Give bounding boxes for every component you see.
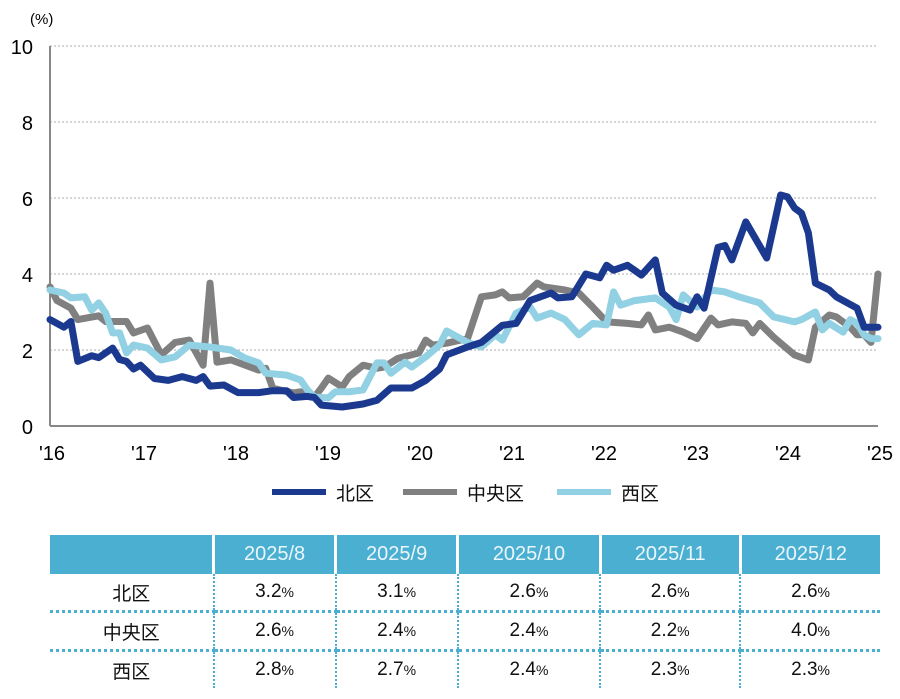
table-cell: 2.8% xyxy=(212,650,336,688)
cell-unit: % xyxy=(677,584,690,600)
series-line-0 xyxy=(46,191,882,411)
cell-value: 3.1 xyxy=(377,581,404,602)
table-header xyxy=(50,535,214,574)
x-tick-label: '16 xyxy=(39,443,65,465)
cell-unit: % xyxy=(817,584,830,600)
table-cell: 2.3% xyxy=(599,650,741,688)
row-label: 西区 xyxy=(112,661,151,683)
cell-unit: % xyxy=(281,662,294,678)
cell-unit: % xyxy=(281,623,294,639)
cell-value: 2.6 xyxy=(650,581,678,602)
cell-unit: % xyxy=(535,584,549,600)
table-header: 2025/11 xyxy=(598,535,741,574)
row-label: 北区 xyxy=(50,574,214,613)
cell-unit: % xyxy=(817,662,830,678)
cell-unit: % xyxy=(281,584,294,600)
x-tick-label: '23 xyxy=(683,443,709,465)
x-tick-label: '24 xyxy=(775,443,801,465)
cell-unit: % xyxy=(403,662,417,678)
table-cell: 2.4% xyxy=(334,611,458,652)
y-tick-label: 0 xyxy=(22,417,33,439)
cell-value: 2.6 xyxy=(791,581,818,602)
x-tick-label: '17 xyxy=(131,443,157,465)
cell-unit: % xyxy=(535,662,549,678)
legend-item-nishi: 西区 xyxy=(557,480,660,505)
table-row: 西区 2.8% 2.7% 2.4% 2.3% 2.3% xyxy=(50,650,880,688)
cell-value: 2.8 xyxy=(255,659,282,680)
y-tick-label: 6 xyxy=(22,189,33,211)
y-axis-unit: (%) xyxy=(30,11,53,28)
legend-label: 中央区 xyxy=(467,483,525,505)
series-line-2 xyxy=(46,286,882,402)
cell-value: 3.2 xyxy=(255,581,282,602)
cell-value: 2.6 xyxy=(255,620,282,641)
cell-value: 2.3 xyxy=(650,659,678,680)
table-header: 2025/12 xyxy=(738,535,880,574)
table-cell: 3.1% xyxy=(334,574,458,613)
legend-swatch xyxy=(557,489,611,495)
table-cell: 4.0% xyxy=(739,611,880,652)
cell-unit: % xyxy=(817,623,830,639)
legend: 北区 中央区 西区 xyxy=(0,480,900,505)
table-cell: 3.2% xyxy=(212,574,336,613)
cell-unit: % xyxy=(403,584,417,600)
table-cell: 2.2% xyxy=(599,611,741,652)
table-cell: 2.7% xyxy=(334,650,458,688)
table-row: 北区 3.2% 3.1% 2.6% 2.6% 2.6% xyxy=(50,574,880,613)
table-header: 2025/8 xyxy=(211,535,336,574)
table-cell: 2.6% xyxy=(599,574,741,613)
cell-value: 2.3 xyxy=(791,659,818,680)
cell-value: 2.2 xyxy=(650,620,678,641)
y-tick-label: 2 xyxy=(22,341,33,363)
table-cell: 2.6% xyxy=(456,574,601,613)
vacancy-rate-table: 2025/8 2025/9 2025/10 2025/11 2025/12 北区… xyxy=(50,535,880,688)
y-tick-label: 10 xyxy=(11,37,33,59)
legend-item-chuo: 中央区 xyxy=(403,480,525,505)
legend-swatch xyxy=(403,489,457,495)
cell-value: 2.4 xyxy=(509,659,536,680)
legend-swatch xyxy=(272,489,326,495)
y-tick-label: 4 xyxy=(22,265,33,287)
x-tick-label: '19 xyxy=(315,443,341,465)
series-line-1 xyxy=(46,270,882,401)
table-header-row: 2025/8 2025/9 2025/10 2025/11 2025/12 xyxy=(50,535,880,574)
x-tick-label: '20 xyxy=(407,443,433,465)
legend-label: 北区 xyxy=(336,483,375,505)
table-cell: 2.6% xyxy=(739,574,880,613)
cell-unit: % xyxy=(677,662,690,678)
cell-unit: % xyxy=(535,623,549,639)
cell-unit: % xyxy=(403,623,417,639)
cell-value: 2.6 xyxy=(509,581,536,602)
x-tick-label: '18 xyxy=(223,443,249,465)
table-cell: 2.4% xyxy=(456,650,601,688)
x-tick-label: '21 xyxy=(499,443,525,465)
table-cell: 2.6% xyxy=(212,611,336,652)
x-tick-label: '22 xyxy=(591,443,617,465)
line-chart: (%) 0 2 4 6 8 10 '16 '17 '18 '19 '20 '21 '22 '23 '24 '… xyxy=(11,11,893,465)
cell-unit: % xyxy=(677,623,690,639)
legend-item-kita: 北区 xyxy=(272,480,375,505)
cell-value: 2.4 xyxy=(377,620,404,641)
legend-label: 西区 xyxy=(621,483,660,505)
cell-value: 4.0 xyxy=(791,620,818,641)
row-label: 中央区 xyxy=(50,611,214,652)
cell-value: 2.4 xyxy=(509,620,536,641)
table-header: 2025/10 xyxy=(456,535,601,574)
table-header: 2025/9 xyxy=(334,535,458,574)
cell-value: 2.7 xyxy=(377,659,404,680)
x-tick-label: '25 xyxy=(867,443,893,465)
table-cell: 2.3% xyxy=(739,650,880,688)
y-tick-label: 8 xyxy=(22,113,33,135)
table-cell: 2.4% xyxy=(456,611,601,652)
table-row: 中央区 2.6% 2.4% 2.4% 2.2% 4.0% xyxy=(50,611,880,652)
